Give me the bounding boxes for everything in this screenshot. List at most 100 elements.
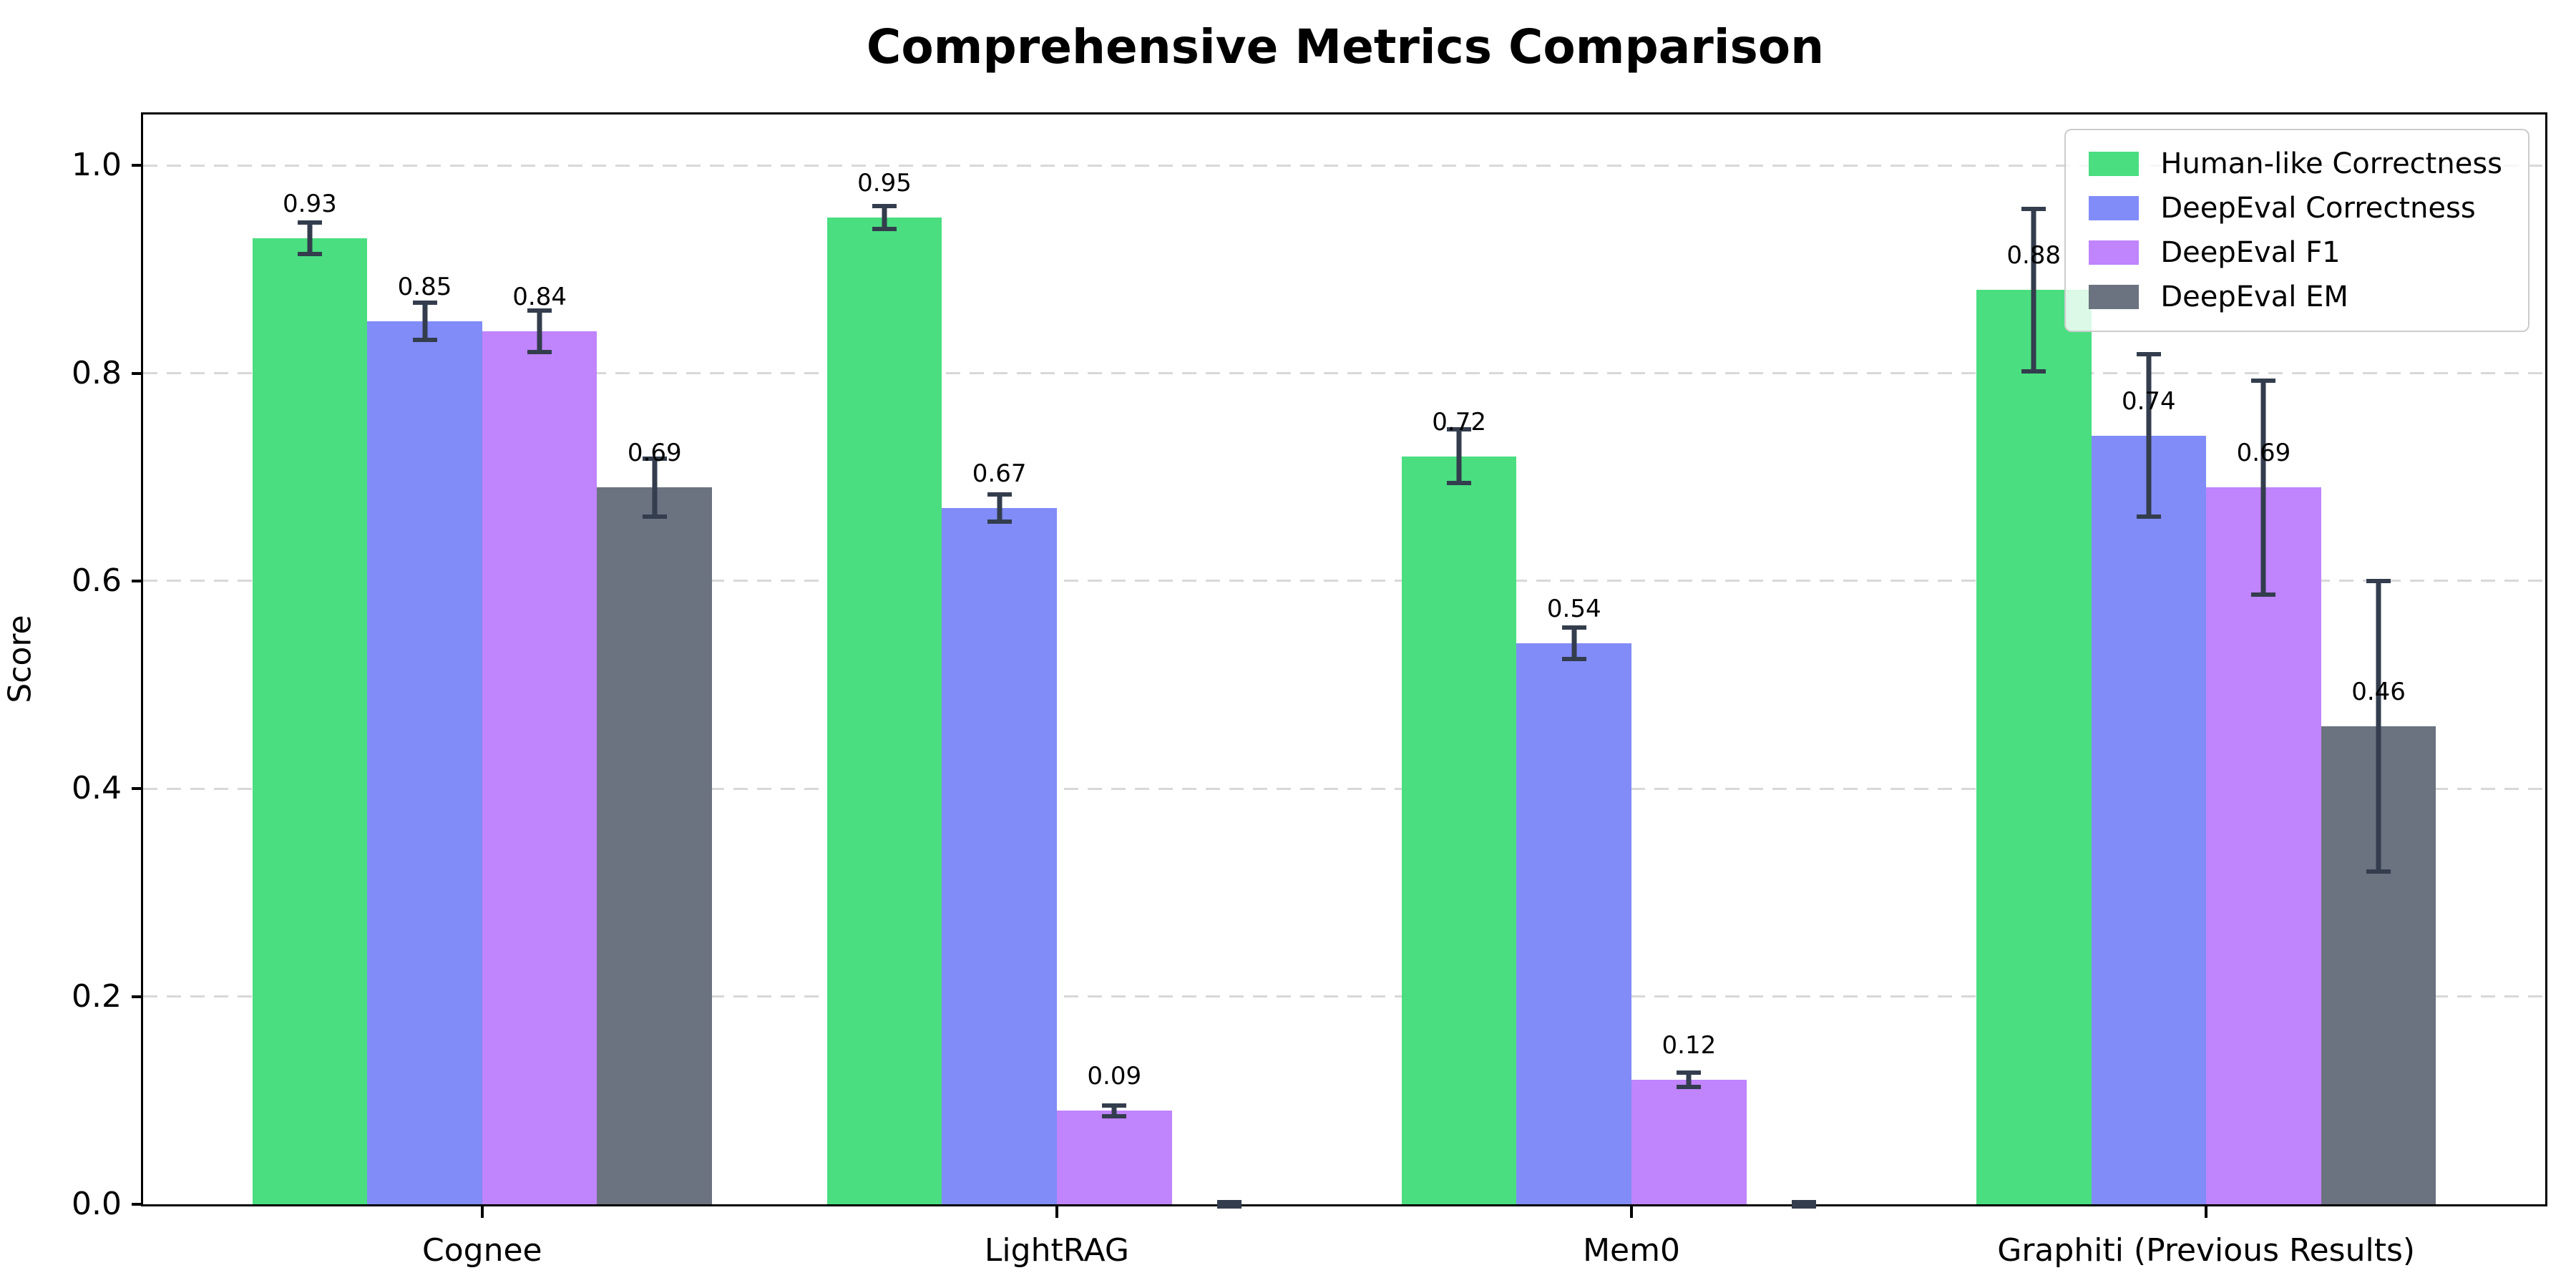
error-bar-deepeval-correctness-graphiti-previous-results <box>2136 352 2161 519</box>
x-tickmark-lightrag <box>1055 1206 1058 1218</box>
error-bar-line <box>2146 354 2152 517</box>
error-bar-cap-bottom <box>2021 369 2046 374</box>
error-bar-cap-bottom <box>2136 514 2161 519</box>
value-label-human-like-correctness-lightrag: 0.95 <box>857 168 912 197</box>
value-label-deepeval-correctness-lightrag: 0.67 <box>972 459 1027 489</box>
legend-item-human-like-correctness: Human-like Correctness <box>2089 142 2502 186</box>
bar-deepeval-f1-graphiti-previous-results <box>2206 487 2321 1204</box>
bar-deepeval-em-cognee <box>597 487 713 1204</box>
error-bar-cap-top <box>297 220 322 225</box>
error-bar-cap-top <box>1791 1200 1816 1205</box>
gridline-y-0.4 <box>143 787 2545 790</box>
error-bar-line <box>2031 209 2036 371</box>
error-bar-cap-top <box>1216 1200 1241 1205</box>
error-bar-line <box>422 302 428 341</box>
bar-human-like-correctness-lightrag <box>826 217 942 1204</box>
x-tickmark-graphiti-previous-results <box>2205 1206 2208 1218</box>
value-label-human-like-correctness-graphiti-previous-results: 0.88 <box>2006 241 2062 270</box>
y-tick-label-0.2: 0.2 <box>72 977 122 1015</box>
y-tick-label-0.6: 0.6 <box>72 562 122 599</box>
value-label-deepeval-correctness-cognee: 0.85 <box>397 272 452 301</box>
x-tick-label-mem0: Mem0 <box>1583 1232 1680 1269</box>
error-bar-human-like-correctness-mem0 <box>1447 426 1472 486</box>
bar-deepeval-correctness-graphiti-previous-results <box>2091 435 2207 1204</box>
y-axis-label: Score <box>1 615 39 703</box>
y-tickmark-0.2 <box>132 995 143 998</box>
error-bar-line <box>307 222 313 254</box>
error-bar-deepeval-em-lightrag <box>1216 1200 1241 1209</box>
error-bar-cap-top <box>1677 1070 1702 1075</box>
error-bar-cap-bottom <box>1791 1204 1816 1209</box>
error-bar-cap-bottom <box>2251 592 2276 597</box>
error-bar-cap-top <box>527 308 552 313</box>
error-bar-cap-top <box>1447 426 1472 431</box>
error-bar-deepeval-em-graphiti-previous-results <box>2366 578 2391 874</box>
error-bar-deepeval-f1-lightrag <box>1102 1103 1127 1118</box>
error-bar-cap-top <box>642 456 667 461</box>
error-bar-cap-bottom <box>1216 1204 1241 1209</box>
y-tickmark-0.8 <box>132 371 143 375</box>
error-bar-line <box>1456 429 1462 484</box>
x-tickmark-mem0 <box>1630 1206 1634 1218</box>
y-tickmark-0.6 <box>132 579 143 582</box>
y-tick-label-0.4: 0.4 <box>72 770 122 807</box>
value-label-deepeval-em-cognee: 0.69 <box>627 439 682 468</box>
error-bar-human-like-correctness-cognee <box>297 220 322 256</box>
value-label-deepeval-f1-cognee: 0.84 <box>512 283 567 312</box>
gridline-y-1.0 <box>143 164 2545 167</box>
error-bar-cap-bottom <box>642 514 667 519</box>
value-label-deepeval-f1-lightrag: 0.09 <box>1087 1062 1142 1091</box>
error-bar-cap-top <box>987 492 1012 497</box>
legend-label: Human-like Correctness <box>2160 147 2502 180</box>
y-tickmark-1.0 <box>132 164 143 167</box>
error-bar-human-like-correctness-lightrag <box>872 203 897 231</box>
value-label-deepeval-correctness-graphiti-previous-results: 0.74 <box>2121 386 2176 416</box>
legend-label: DeepEval Correctness <box>2160 192 2476 225</box>
error-bar-deepeval-em-mem0 <box>1791 1200 1816 1209</box>
error-bar-cap-bottom <box>2366 869 2391 874</box>
legend: Human-like Correctness DeepEval Correctne… <box>2064 129 2529 332</box>
error-bar-cap-top <box>2366 578 2391 583</box>
error-bar-deepeval-em-cognee <box>642 456 667 519</box>
chart-title: Comprehensive Metrics Comparison <box>866 19 1825 74</box>
legend-swatch-icon <box>2089 152 2140 176</box>
legend-item-deepeval-f1: DeepEval F1 <box>2089 230 2502 275</box>
error-bar-cap-top <box>2251 378 2276 383</box>
y-tick-label-0.8: 0.8 <box>72 354 122 391</box>
bar-deepeval-f1-mem0 <box>1631 1079 1747 1204</box>
value-label-deepeval-f1-graphiti-previous-results: 0.69 <box>2236 439 2291 468</box>
y-tick-label-1.0: 1.0 <box>72 147 122 184</box>
x-tickmark-cognee <box>480 1206 484 1218</box>
error-bar-cap-top <box>1561 625 1586 630</box>
x-tick-label-lightrag: LightRAG <box>984 1232 1129 1269</box>
error-bar-cap-bottom <box>297 251 322 256</box>
legend-label: DeepEval F1 <box>2160 236 2341 269</box>
y-tick-label-0.0: 0.0 <box>72 1186 122 1222</box>
error-bar-cap-top <box>1102 1103 1127 1108</box>
error-bar-deepeval-f1-cognee <box>527 308 552 355</box>
gridline-y-0.8 <box>143 372 2545 374</box>
bar-deepeval-f1-lightrag <box>1056 1111 1172 1204</box>
x-tick-label-graphiti-previous-results: Graphiti (Previous Results) <box>1997 1232 2416 1269</box>
legend-swatch-icon <box>2089 285 2140 309</box>
value-label-deepeval-correctness-mem0: 0.54 <box>1546 595 1601 623</box>
error-bar-line <box>2260 380 2266 595</box>
bar-deepeval-correctness-cognee <box>367 321 482 1204</box>
error-bar-cap-top <box>412 300 437 305</box>
bar-deepeval-correctness-mem0 <box>1516 643 1632 1204</box>
error-bar-cap-bottom <box>412 338 437 343</box>
error-bar-cap-bottom <box>1102 1113 1127 1118</box>
error-bar-cap-top <box>2136 352 2161 357</box>
error-bar-cap-top <box>2021 207 2046 212</box>
error-bar-line <box>537 311 542 353</box>
error-bar-cap-bottom <box>527 350 552 355</box>
bar-human-like-correctness-cognee <box>252 238 368 1204</box>
legend-swatch-icon <box>2089 240 2140 265</box>
error-bar-line <box>2376 580 2381 872</box>
error-bar-deepeval-f1-graphiti-previous-results <box>2251 378 2276 597</box>
bar-deepeval-correctness-lightrag <box>942 508 1057 1204</box>
legend-item-deepeval-correctness: DeepEval Correctness <box>2089 186 2502 230</box>
y-tickmark-0.0 <box>132 1203 143 1206</box>
value-label-deepeval-em-graphiti-previous-results: 0.46 <box>2351 678 2406 707</box>
value-label-human-like-correctness-mem0: 0.72 <box>1432 407 1486 436</box>
